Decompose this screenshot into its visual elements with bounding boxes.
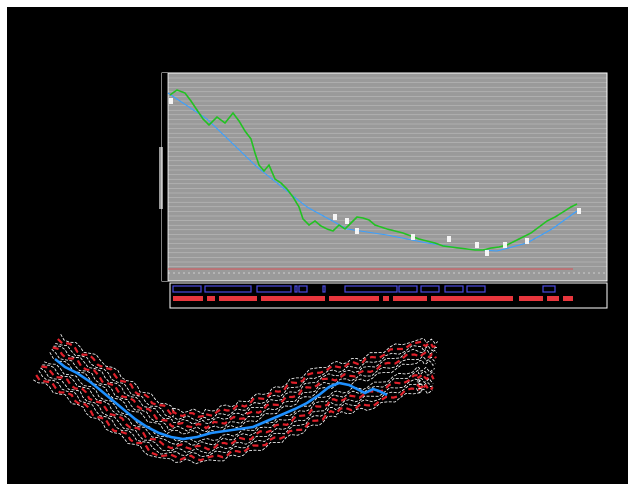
profile-view[interactable] [159,72,608,282]
band-red-segment [547,296,559,301]
band-blue-segment [172,285,202,293]
band-blue-segment [298,285,308,293]
contour-line [40,367,434,454]
band-red-segment [383,296,389,301]
band-red-segment [173,296,203,301]
profile-axis-title [159,147,163,209]
band-red-segment [261,296,325,301]
contour-line [53,345,437,425]
station-marker [355,228,359,234]
contour-line [38,370,434,458]
band-red-segment [563,296,573,301]
plan-view[interactable] [33,334,439,465]
band-strip-border [169,282,608,309]
station-marker [169,98,173,104]
contour-line [42,364,435,446]
band-red-segment [519,296,543,301]
band-blue-segment [344,285,398,293]
cad-drawing-canvas[interactable] [7,7,628,484]
band-blue-segment [204,285,252,293]
station-marker [345,218,349,224]
band-blue-segment [542,285,556,293]
band-red-row [173,296,573,301]
band-red-segment [207,296,215,301]
station-marker [475,242,479,248]
contour-line [41,365,435,451]
station-marker [411,234,415,240]
contour-line [60,334,439,415]
band-blue-segment [420,285,440,293]
band-blue-segment [398,285,418,293]
contour-line [35,374,434,462]
band-red-segment [219,296,257,301]
profile-grid-icon [168,77,607,267]
contour-line [44,361,436,443]
ground-profile-icon [169,89,578,251]
band-blue-segment [294,285,298,293]
contour-line [51,348,436,433]
contour-line [57,338,439,418]
profile-background [162,73,607,281]
station-marker [485,250,489,256]
plan-contour-icon [33,334,439,465]
station-marker [577,208,581,214]
station-marker [503,242,507,248]
station-marker [525,238,529,244]
band-blue-segment [256,285,292,293]
profile-left-axis [162,73,168,281]
contour-line [33,379,433,465]
band-blue-segment [322,285,326,293]
band-blue-segment [444,285,464,293]
band-red-segment [329,296,379,301]
contour-line [55,343,438,421]
cad-drawing [33,72,608,465]
band-red-segment [431,296,513,301]
alignment-icon [54,357,388,441]
design-grade-icon [167,92,578,252]
station-marker [333,214,337,220]
station-marker [447,236,451,242]
profile-band-strip[interactable] [169,282,608,309]
band-blue-segment [466,285,486,293]
band-blue-row [172,285,556,293]
station-labels [169,98,581,256]
contour-line [49,352,436,436]
band-red-segment [393,296,427,301]
contour-line [52,346,437,430]
